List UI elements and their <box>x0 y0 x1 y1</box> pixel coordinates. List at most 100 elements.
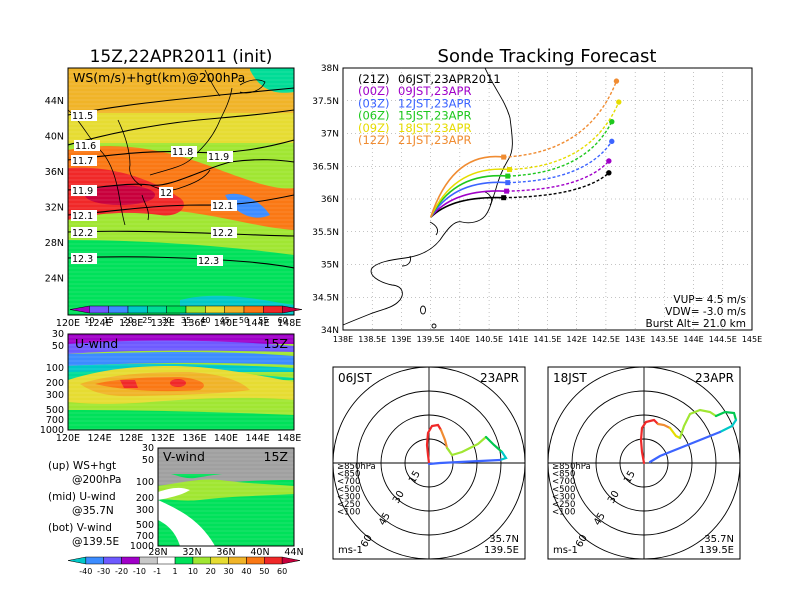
note-up-a: (up) WS+hgt <box>48 460 116 472</box>
v-level-tick: 300 <box>136 505 154 516</box>
colorbar-swatch <box>243 305 264 314</box>
v-level-tick: 200 <box>136 493 154 504</box>
pressure-legend-item: <300 <box>337 492 360 502</box>
u-lon-tick: 136E <box>182 433 206 444</box>
track-lon-tick: 143E <box>625 335 645 344</box>
descent-track <box>503 80 618 158</box>
track-legend-time: (06Z) <box>358 109 390 123</box>
note-bot-b: @139.5E <box>72 536 119 548</box>
track-lat-tick: 37.5N <box>312 97 339 107</box>
descent-track <box>507 140 613 184</box>
pressure-legend-item: <700 <box>552 477 575 487</box>
burst-marker <box>501 154 507 160</box>
note-bot-a: (bot) V-wind <box>48 522 112 534</box>
track-lon-tick: 142.5E <box>592 335 620 344</box>
note-up-b: @200hPa <box>72 474 122 486</box>
u-level-tick: 200 <box>46 378 64 389</box>
v-wind-label: V-wind <box>163 449 205 464</box>
ascent-track <box>430 190 507 218</box>
colorbar-swatch <box>210 556 229 565</box>
hodo1-lon: 139.5E <box>484 545 519 556</box>
hodo1-lat: 35.7N <box>489 534 519 545</box>
map-lon-tick: 120E <box>56 318 80 329</box>
track-lon-tick: 139E <box>391 335 411 344</box>
landing-marker <box>616 99 622 105</box>
track-lat-tick: 34.5N <box>312 293 339 303</box>
colorbar-label: 1 <box>173 567 178 576</box>
map-lat-tick: 32N <box>45 203 64 214</box>
colorbar-swatch <box>263 305 283 314</box>
colorbar-label: 30 <box>224 567 234 576</box>
colorbar-label: -30 <box>97 567 110 576</box>
pressure-legend-item: <300 <box>552 492 575 502</box>
contour-label-bg <box>197 255 223 266</box>
v-wind-time: 15Z <box>264 449 288 464</box>
colorbar-label: 20 <box>206 567 216 576</box>
track-lon-tick: 141E <box>508 335 528 344</box>
track-lon-tick: 144.5E <box>709 335 737 344</box>
u-level-tick: 30 <box>52 329 64 340</box>
u-level-tick: 700 <box>46 415 64 426</box>
ascent-track <box>429 168 510 218</box>
map-title: 15Z,22APR2011 (init) <box>90 47 273 67</box>
track-lon-tick: 145E <box>742 335 762 344</box>
contour-label: 12.1 <box>72 211 93 222</box>
colorbar-swatch <box>103 556 122 565</box>
colorbar-swatch <box>108 305 129 314</box>
contour-label: 12.3 <box>72 254 93 265</box>
track-legend-label: 15JST,23APR <box>398 109 471 123</box>
colorbar-label: 25 <box>142 316 152 325</box>
pressure-legend-item: <850 <box>337 470 360 480</box>
colorbar-swatch <box>228 556 247 565</box>
colorbar-label: 40 <box>241 567 251 576</box>
v-level-tick: 500 <box>136 520 154 531</box>
contour-label: 11.7 <box>72 156 93 167</box>
pressure-legend-item: <850 <box>552 470 575 480</box>
map-lat-tick: 44N <box>45 96 64 107</box>
v-level-tick: 100 <box>136 477 154 488</box>
colorbar-swatch <box>147 305 167 314</box>
u-lon-tick: 148E <box>277 433 301 444</box>
contour-label-bg <box>71 210 97 221</box>
contour-label-bg <box>71 110 97 121</box>
map-lat-tick: 36N <box>45 167 64 178</box>
track-lon-tick: 139.5E <box>417 335 445 344</box>
burst-marker <box>505 180 511 186</box>
v-level-tick: 50 <box>142 455 154 466</box>
colorbar-label: 50 <box>259 567 269 576</box>
colorbar-swatch <box>174 556 194 565</box>
hodo1-date: 23APR <box>480 371 519 385</box>
colorbar-label: 30 <box>162 316 172 325</box>
colorbar-swatch <box>89 305 109 314</box>
contour-label: 11.9 <box>208 152 229 163</box>
map-lon-tick: 124E <box>88 318 112 329</box>
colorbar-label: 60 <box>278 316 288 325</box>
hodo1-unit: ms-1 <box>338 545 363 556</box>
contour-label: 11.8 <box>172 147 193 158</box>
u-level-tick: 500 <box>46 405 64 416</box>
contour-label: 11.6 <box>75 141 96 152</box>
track-lon-tick: 142E <box>567 335 587 344</box>
track-legend-time: (09Z) <box>358 121 390 135</box>
colorbar-swatch <box>139 556 158 565</box>
colorbar-label: -10 <box>133 567 146 576</box>
pressure-legend-item: <500 <box>552 485 575 495</box>
descent-track <box>506 160 610 192</box>
contour-label-bg <box>171 146 197 157</box>
contour-label: 12.2 <box>212 228 233 239</box>
note-mid-b: @35.7N <box>72 505 114 517</box>
track-legend-time: (21Z) <box>358 72 390 86</box>
pressure-legend-item: <250 <box>337 500 360 510</box>
contour-label-bg <box>74 140 100 151</box>
contour-label: 12 <box>160 188 172 199</box>
pressure-legend-item: <250 <box>552 500 575 510</box>
colorbar-swatch <box>205 305 225 314</box>
track-lon-tick: 140E <box>450 335 470 344</box>
burst-marker <box>507 167 513 173</box>
ascent-track <box>429 155 504 218</box>
colorbar-label: 35 <box>181 316 191 325</box>
v-wind-colorbar: -40 -30 -20 -10 -1 1 10 20 30 40 50 60 <box>67 556 301 576</box>
contour-label-bg <box>159 187 173 198</box>
u-lon-tick: 128E <box>119 433 143 444</box>
